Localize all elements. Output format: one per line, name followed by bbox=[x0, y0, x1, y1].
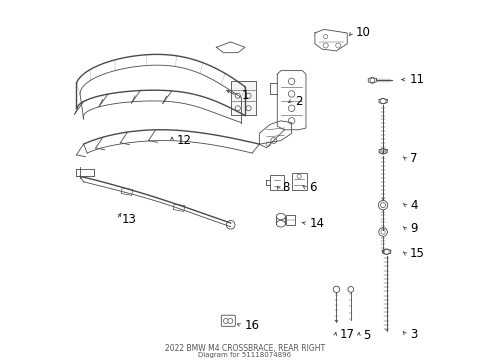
Text: 10: 10 bbox=[356, 27, 371, 40]
Text: 8: 8 bbox=[283, 181, 290, 194]
Text: 3: 3 bbox=[410, 328, 417, 341]
Bar bbox=[121, 188, 133, 195]
FancyBboxPatch shape bbox=[286, 215, 295, 225]
Text: 15: 15 bbox=[410, 247, 425, 260]
Circle shape bbox=[336, 43, 341, 48]
Text: 5: 5 bbox=[364, 329, 371, 342]
Circle shape bbox=[235, 106, 240, 111]
Text: 2022 BMW M4 CROSSBRACE, REAR RIGHT: 2022 BMW M4 CROSSBRACE, REAR RIGHT bbox=[165, 344, 325, 353]
Circle shape bbox=[235, 93, 240, 98]
Text: 1: 1 bbox=[242, 89, 249, 102]
FancyBboxPatch shape bbox=[292, 173, 307, 190]
Circle shape bbox=[226, 221, 235, 229]
Circle shape bbox=[223, 319, 228, 323]
Circle shape bbox=[228, 319, 233, 323]
Text: 11: 11 bbox=[410, 73, 425, 86]
Text: 16: 16 bbox=[245, 319, 260, 332]
FancyBboxPatch shape bbox=[231, 81, 256, 116]
Circle shape bbox=[323, 35, 328, 39]
Text: 12: 12 bbox=[177, 134, 192, 147]
Text: 2: 2 bbox=[295, 95, 303, 108]
Circle shape bbox=[348, 287, 354, 292]
Text: 4: 4 bbox=[410, 199, 417, 212]
Text: Diagram for 51118074896: Diagram for 51118074896 bbox=[198, 351, 292, 357]
Text: 7: 7 bbox=[410, 152, 417, 165]
Circle shape bbox=[246, 106, 251, 111]
Circle shape bbox=[271, 138, 276, 143]
Circle shape bbox=[384, 249, 389, 254]
Text: 6: 6 bbox=[310, 181, 317, 194]
Circle shape bbox=[379, 228, 388, 236]
Circle shape bbox=[378, 201, 388, 210]
Ellipse shape bbox=[276, 221, 285, 227]
FancyBboxPatch shape bbox=[270, 175, 284, 190]
Circle shape bbox=[289, 105, 295, 112]
Circle shape bbox=[289, 118, 295, 124]
Circle shape bbox=[381, 203, 386, 208]
Circle shape bbox=[246, 93, 251, 98]
Circle shape bbox=[289, 91, 295, 97]
Bar bbox=[173, 204, 185, 211]
Circle shape bbox=[370, 78, 375, 83]
Circle shape bbox=[266, 142, 270, 146]
Circle shape bbox=[381, 230, 385, 234]
Circle shape bbox=[381, 149, 386, 154]
Text: 14: 14 bbox=[310, 216, 324, 230]
Text: 17: 17 bbox=[340, 328, 355, 341]
FancyBboxPatch shape bbox=[221, 315, 235, 326]
Circle shape bbox=[381, 99, 386, 104]
Ellipse shape bbox=[276, 213, 285, 220]
Circle shape bbox=[297, 174, 301, 179]
Circle shape bbox=[289, 78, 295, 85]
Text: 9: 9 bbox=[410, 222, 417, 235]
Circle shape bbox=[323, 43, 328, 48]
Text: 13: 13 bbox=[122, 213, 136, 226]
Circle shape bbox=[333, 286, 340, 293]
